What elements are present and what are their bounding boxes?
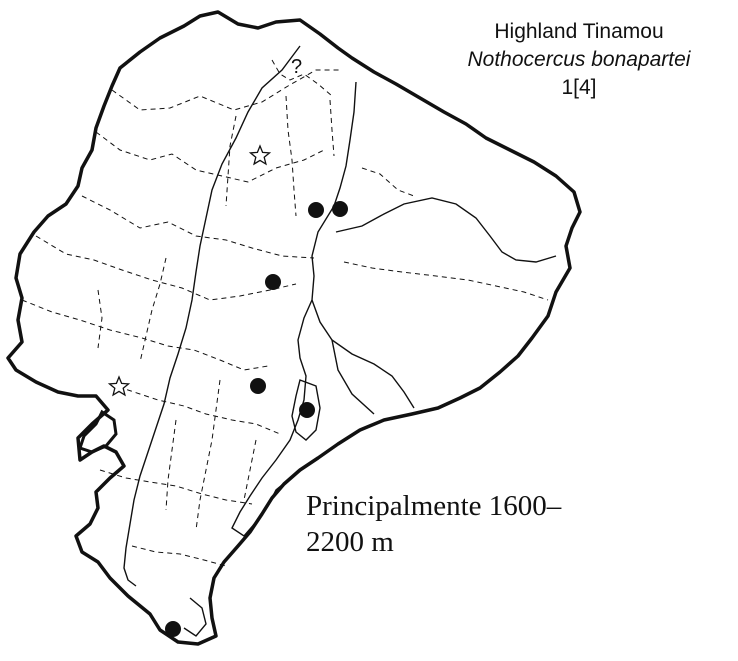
province-boundaries bbox=[21, 59, 549, 567]
record-dot bbox=[265, 274, 281, 290]
record-dot bbox=[250, 378, 266, 394]
river-line-1 bbox=[335, 197, 557, 263]
river-line-3 bbox=[331, 339, 375, 415]
uncertain-record-marker: ? bbox=[291, 56, 303, 78]
record-dot bbox=[332, 201, 348, 217]
elevation-line-1: Principalmente 1600– bbox=[306, 490, 562, 522]
capital-star-icon bbox=[248, 144, 272, 166]
elevation-line-2: 2200 m bbox=[306, 526, 394, 558]
scientific-name: Nothocercus bonapartei bbox=[467, 48, 691, 71]
elevation-note: Principalmente 1600– 2200 m bbox=[306, 488, 561, 560]
species-title-block: Highland Tinamou Nothocercus bonapartei … bbox=[420, 18, 738, 102]
common-name: Highland Tinamou bbox=[494, 20, 664, 43]
southern-lobe bbox=[291, 379, 321, 441]
record-dot bbox=[308, 202, 324, 218]
river-line-2 bbox=[311, 299, 415, 409]
southern-valley bbox=[183, 597, 207, 637]
andes-west-contour bbox=[123, 45, 301, 587]
record-dot bbox=[165, 621, 181, 637]
record-code: 1[4] bbox=[561, 76, 597, 99]
country-outline bbox=[6, 10, 582, 646]
record-points bbox=[165, 201, 348, 637]
andes-east-contour bbox=[231, 81, 357, 537]
coastal-star-icon bbox=[107, 375, 131, 397]
gulf-island bbox=[78, 409, 118, 454]
record-dot bbox=[299, 402, 315, 418]
